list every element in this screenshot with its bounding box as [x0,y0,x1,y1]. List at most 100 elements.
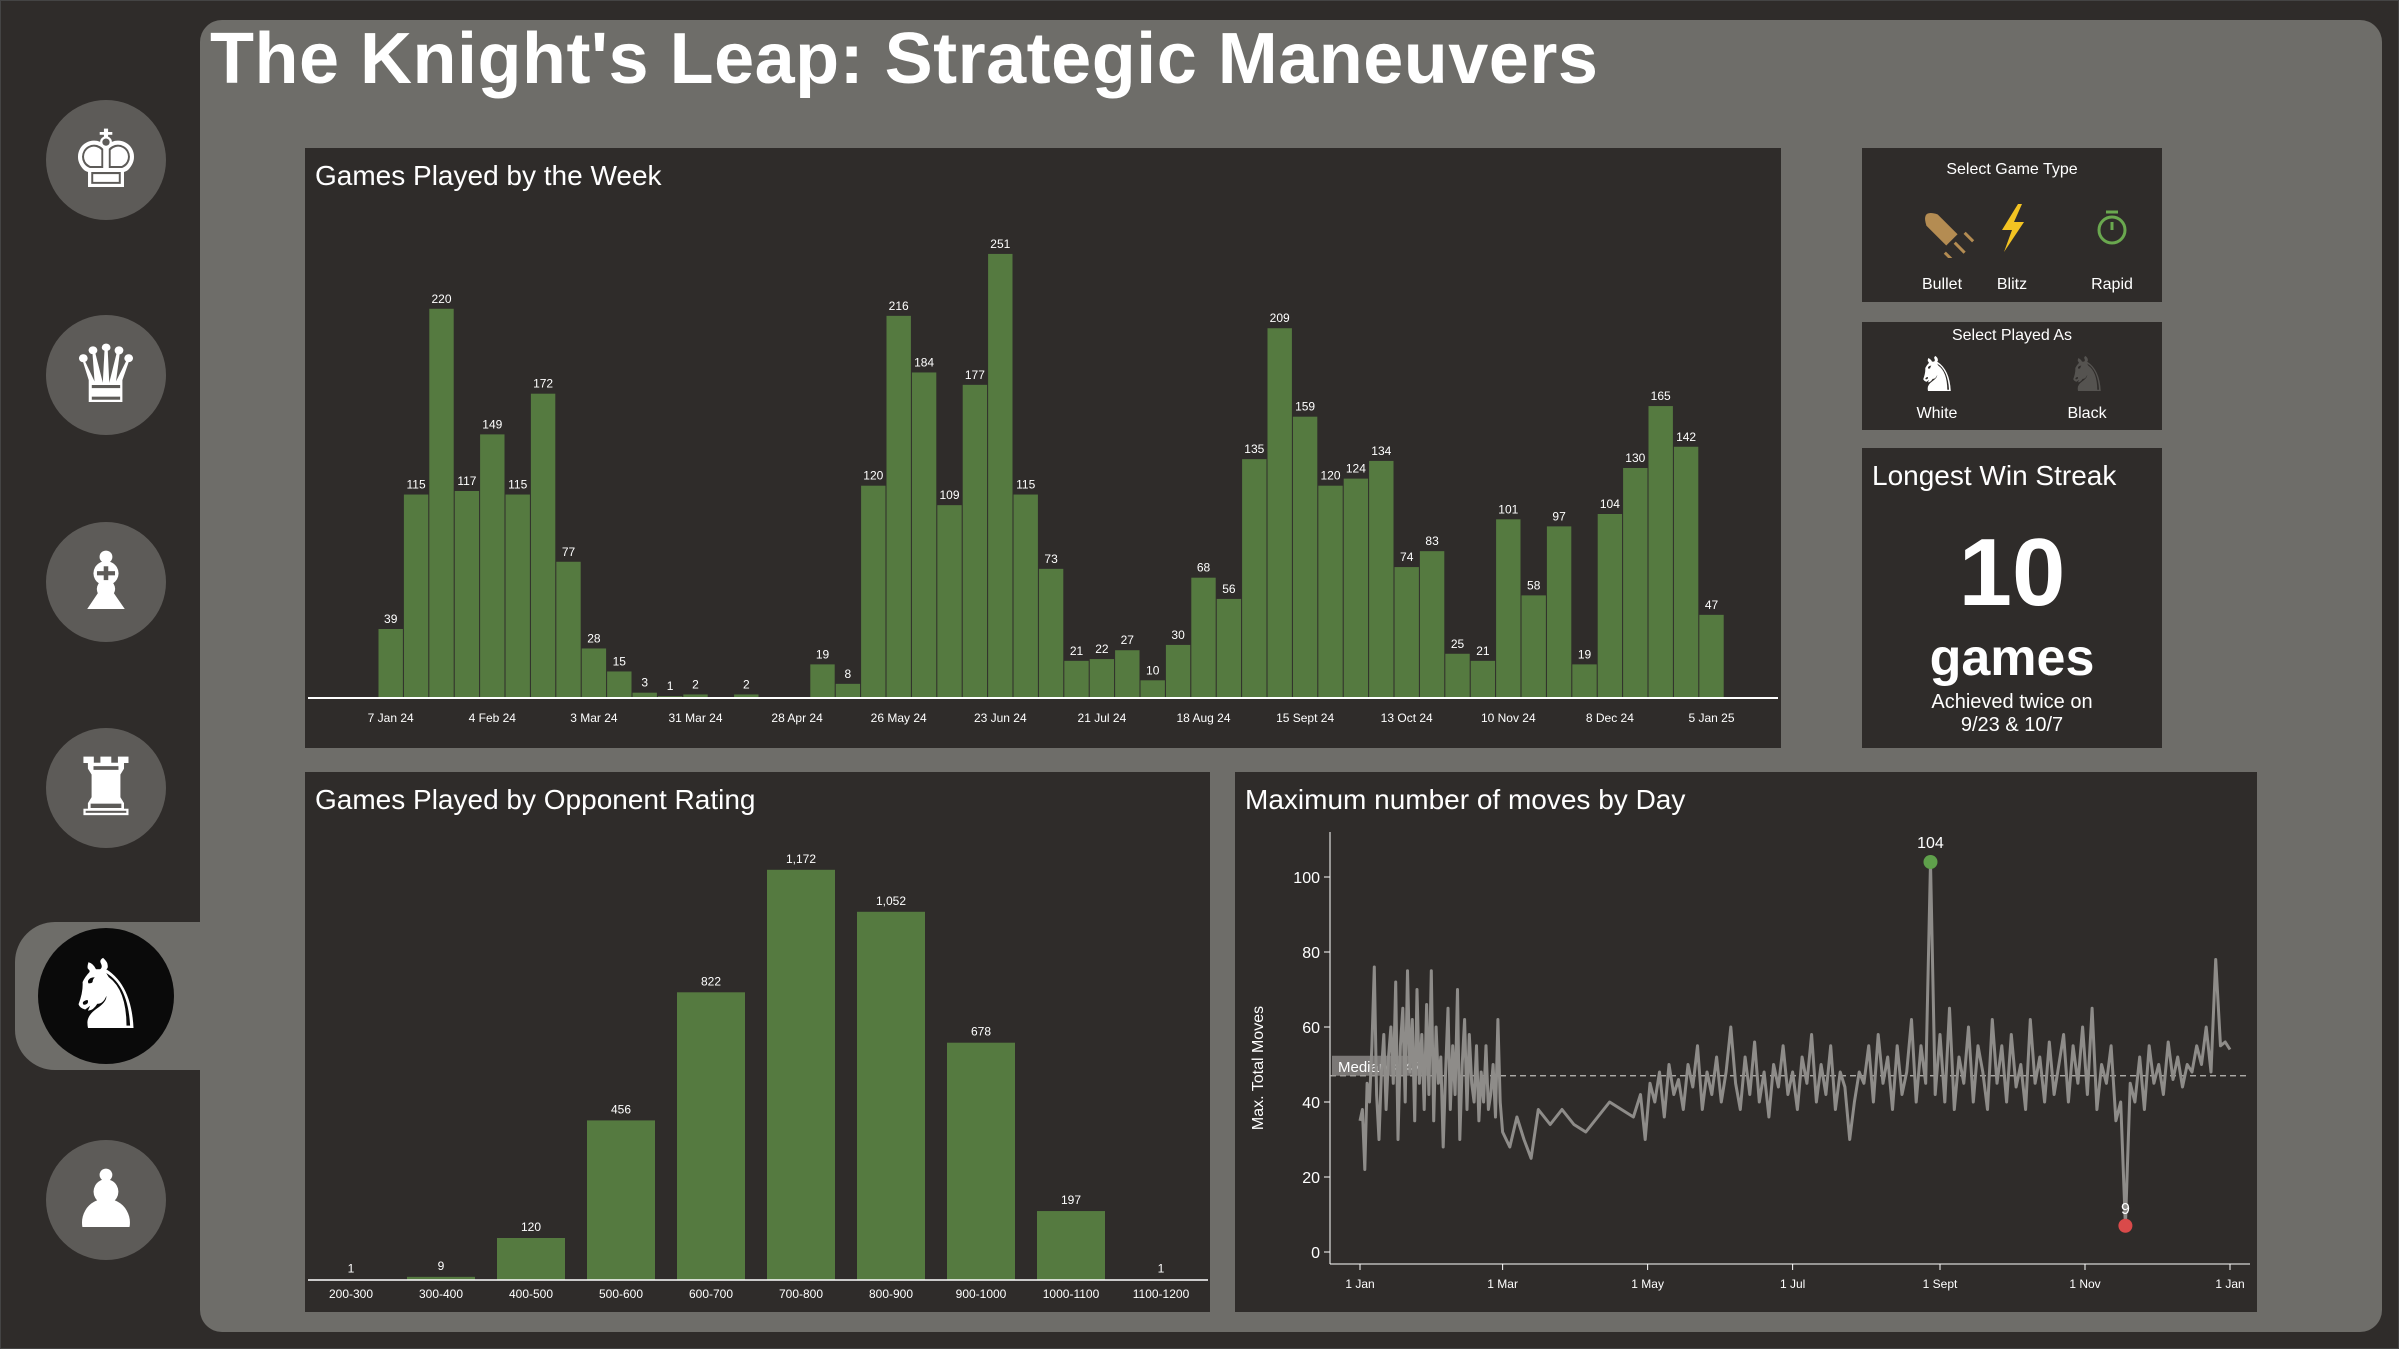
week-bar-label: 149 [482,417,502,431]
week-bar [886,315,911,698]
week-bar [1267,328,1292,698]
week-bar [1191,577,1216,698]
page-title: The Knight's Leap: Strategic Maneuvers [210,19,1599,99]
rating-bar-label: 822 [701,974,721,988]
week-tick-label: 8 Dec 24 [1586,711,1634,725]
rating-category-label: 800-900 [869,1287,913,1301]
rating-bar-label: 120 [521,1220,541,1234]
nav-button-bishop[interactable]: ♝ [46,522,166,642]
week-bar [734,694,759,698]
week-bar [1165,644,1191,698]
week-bar [1673,446,1699,698]
week-bar-label: 184 [914,355,934,369]
week-bar-label: 142 [1676,430,1696,444]
rating-bar-label: 9 [438,1259,445,1273]
moves-min-marker [2118,1218,2133,1233]
week-bar [454,491,480,698]
week-bar-label: 28 [587,631,601,645]
week-bar [403,494,429,698]
played-as-option-white[interactable]: ♞ White [1897,350,1977,430]
rating-bar [587,1120,655,1280]
week-bar-label: 56 [1222,582,1236,596]
week-bar [530,393,556,698]
week-tick-label: 31 Mar 24 [668,711,722,725]
week-bar-label: 115 [1016,478,1035,492]
week-bar-label: 159 [1295,400,1315,414]
week-bar-label: 115 [508,478,527,492]
moves-y-tick-label: 60 [1302,1020,1320,1037]
week-bar-label: 15 [613,654,627,668]
week-bar [988,253,1013,698]
nav-button-knight[interactable]: ♞ [38,928,174,1064]
week-bar-label: 1 [667,679,674,693]
week-bar [1089,659,1115,698]
week-bar-label: 19 [816,647,830,661]
week-bar-label: 27 [1121,633,1135,647]
nav-button-rook[interactable]: ♜ [46,728,166,848]
week-bar [607,671,632,698]
moves-x-tick-label: 1 Jan [1345,1277,1374,1291]
week-bar [1648,406,1673,698]
rating-category-label: 1100-1200 [1133,1287,1190,1301]
moves-x-tick-label: 1 Sept [1923,1277,1958,1291]
moves-y-axis-label: Max. Total Moves [1250,1006,1267,1130]
rating-category-label: 300-400 [419,1287,463,1301]
game-type-label: Rapid [2091,276,2133,293]
week-bar [1292,416,1318,698]
week-bar-label: 109 [939,488,959,502]
black-knight-icon: ♞ [2065,349,2109,402]
week-bar [1343,478,1369,698]
weekly-games-title: Games Played by the Week [315,160,662,191]
week-bar [429,308,454,698]
stopwatch-icon [2097,210,2127,245]
week-bar [1115,650,1140,698]
week-bar-label: 165 [1651,389,1671,403]
week-bar [1394,567,1419,698]
week-bar-label: 22 [1095,642,1109,656]
moves-y-tick-label: 40 [1302,1095,1320,1112]
week-bar-label: 8 [845,667,852,681]
week-bar [1140,680,1165,698]
week-bar [1699,614,1724,698]
lightning-icon [2002,204,2024,252]
week-bar-label: 83 [1425,534,1439,548]
week-bar [1318,485,1343,698]
game-type-option-rapid[interactable]: Rapid [2072,198,2152,298]
rating-bar [677,992,745,1280]
week-bar-label: 117 [457,474,476,488]
week-bar [1064,660,1089,698]
played-as-option-black[interactable]: ♞ Black [2047,350,2127,430]
rating-bar-label: 1 [348,1262,355,1276]
game-type-option-bullet[interactable]: Bullet [1902,198,1982,298]
rating-bar [1037,1211,1105,1280]
moves-chart: 0 20 40 60 80 100 1 Jan 1 Mar 1 May 1 Jul 1 Sept 1 … [1250,832,2250,1291]
week-bar [1521,595,1546,698]
week-bar [1546,526,1572,698]
week-bar [581,648,607,698]
rating-bar-label: 1,052 [876,894,906,908]
played-as-selector: Select Played As ♞ White ♞ Black [1862,322,2162,430]
week-bar-label: 10 [1146,663,1160,677]
week-bar-label: 216 [889,299,909,313]
week-bar-label: 73 [1044,552,1058,566]
moves-x-tick-label: 1 Jul [1780,1277,1805,1291]
week-tick-label: 13 Oct 24 [1381,711,1433,725]
nav-button-pawn[interactable]: ♟ [46,1140,166,1260]
week-bar-label: 120 [1320,469,1340,483]
week-bar-label: 130 [1625,451,1645,465]
game-type-option-blitz[interactable]: Blitz [1972,198,2052,298]
week-bar-label: 21 [1476,644,1490,658]
nav-button-king[interactable]: ♚ [46,100,166,220]
week-bar-label: 209 [1270,311,1290,325]
week-bar-label: 74 [1400,550,1414,564]
win-streak-title: Longest Win Streak [1872,460,2117,491]
week-bar-label: 77 [562,545,576,559]
queen-icon: ♛ [70,330,142,419]
rating-games-chart: 1 200-300 9 300-400 120 400-500 456 500-600 822 6… [308,852,1208,1301]
moves-x-tick-label: 1 Jan [2215,1277,2244,1291]
nav-button-queen[interactable]: ♛ [46,315,166,435]
played-as-label: Black [2067,405,2107,422]
win-streak-value: 10 [1958,519,2066,626]
bullet-icon [1925,213,1975,263]
week-bar [378,629,403,698]
